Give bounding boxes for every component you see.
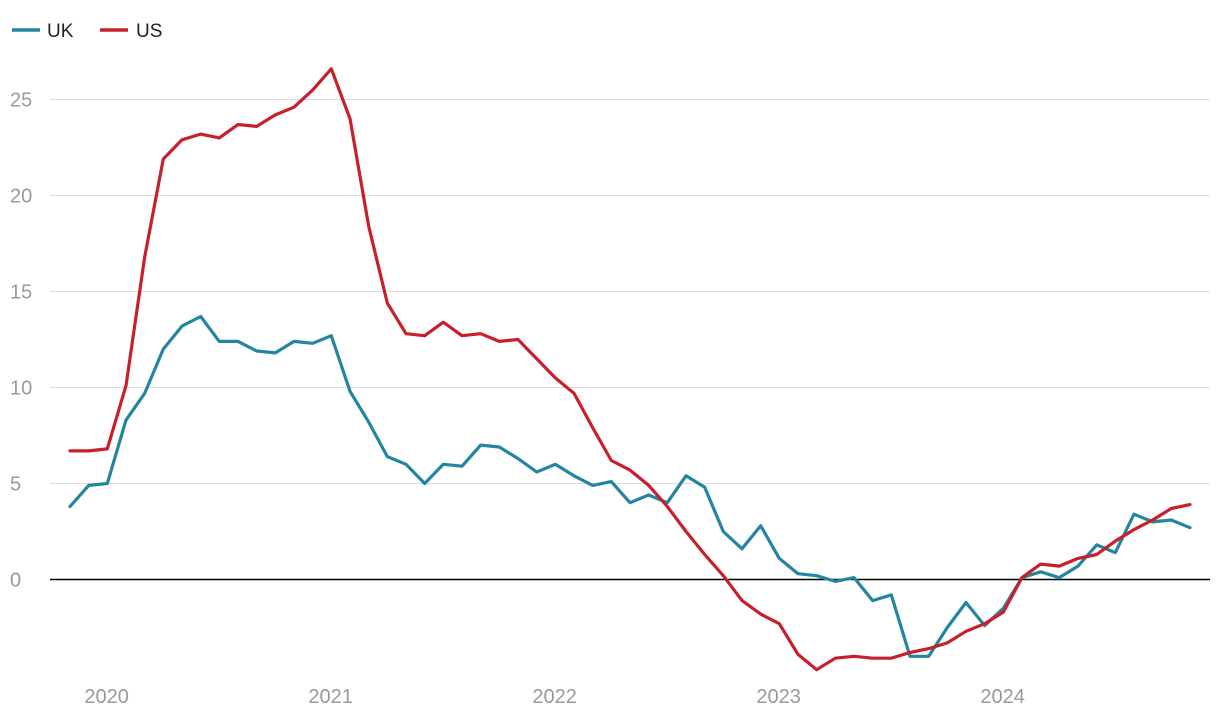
legend-label-uk: UK [47, 21, 74, 42]
y-tick-label-10: 10 [10, 378, 32, 400]
legend: UK US [12, 21, 162, 42]
y-tick-label-25: 25 [10, 90, 32, 112]
series-line-uk [68, 314, 1192, 658]
x-tick-label-2024: 2024 [980, 686, 1025, 708]
series-line-us [68, 67, 1192, 672]
y-tick-label-0: 0 [10, 570, 21, 592]
x-tick-label-2020: 2020 [84, 686, 129, 708]
y-tick-label-15: 15 [10, 282, 32, 304]
y-tick-label-5: 5 [10, 474, 21, 496]
legend-item-us: US [100, 21, 162, 42]
x-tick-label-2021: 2021 [308, 686, 353, 708]
x-axis: 2020 2021 2022 2023 2024 [84, 686, 1024, 708]
legend-item-uk: UK [12, 21, 74, 42]
y-tick-label-20: 20 [10, 186, 32, 208]
legend-label-us: US [136, 21, 162, 42]
gridlines [50, 99, 1210, 581]
x-tick-label-2022: 2022 [532, 686, 577, 708]
y-axis: 0 5 10 15 20 25 [10, 90, 32, 592]
series-lines [68, 67, 1192, 672]
x-tick-label-2023: 2023 [756, 686, 801, 708]
